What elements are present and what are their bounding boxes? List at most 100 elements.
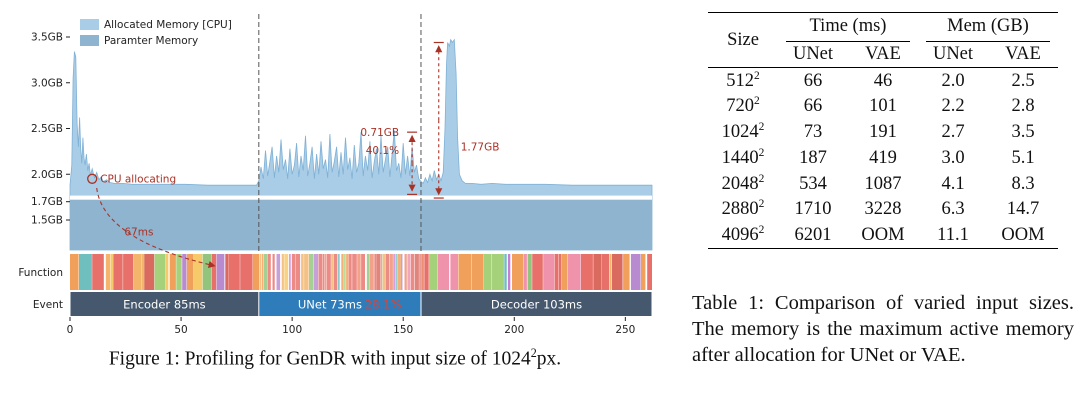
table-cell: 3.0	[941, 147, 965, 168]
function-bar	[554, 254, 558, 290]
function-bar	[374, 254, 377, 290]
y-tick-label: 3.5GB	[31, 32, 63, 44]
y-tick-label: 2.0GB	[31, 169, 63, 181]
function-bar	[341, 254, 344, 290]
function-bar	[252, 254, 260, 290]
table-cell: 419	[869, 147, 897, 168]
function-bar	[421, 254, 424, 290]
function-bar	[193, 254, 203, 290]
table-1-panel: Size Time (ms) Mem (GB) UNet VAE UNet VAE 5…	[692, 12, 1074, 408]
col-subheader: UNet	[792, 44, 834, 65]
function-bar	[471, 254, 484, 290]
cpu-allocating-marker	[87, 173, 98, 184]
event-row-label: Event	[33, 299, 63, 311]
col-subheader: UNet	[932, 44, 974, 65]
function-bar	[225, 254, 229, 290]
y-tick-label: 3.0GB	[31, 77, 63, 89]
function-bar	[393, 254, 395, 290]
table-caption: Table 1: Comparison of varied input size…	[692, 292, 1074, 367]
event-label: UNet 73ms	[298, 298, 362, 312]
function-bar	[450, 254, 458, 290]
event-label: Encoder 85ms	[123, 298, 206, 312]
function-bar	[491, 254, 504, 290]
function-bar	[110, 254, 114, 290]
y-tick-label: 2.5GB	[31, 123, 63, 135]
table-cell: 14.7	[1006, 199, 1040, 220]
function-bar	[395, 254, 397, 290]
event-segment	[421, 292, 652, 316]
comparison-table: Size Time (ms) Mem (GB) UNet VAE UNet VAE 5…	[708, 12, 1058, 250]
function-bar	[558, 254, 562, 290]
function-bar	[123, 254, 134, 290]
function-bar	[263, 254, 268, 290]
function-bar	[333, 254, 338, 290]
table-cell: 187	[799, 147, 827, 168]
table-cell: 2.7	[941, 122, 965, 143]
function-bar	[483, 254, 492, 290]
function-bar	[182, 254, 187, 290]
function-bar	[70, 254, 79, 290]
function-bar	[630, 254, 641, 290]
table-row: 20482 534 1087 4.1 8.3	[708, 171, 1058, 197]
function-bar	[324, 254, 327, 290]
function-bar	[504, 254, 507, 290]
function-bar	[612, 254, 623, 290]
table-cell: 14402	[721, 146, 765, 168]
function-bar	[424, 254, 429, 290]
function-bar	[92, 254, 104, 290]
latency-label: 67ms	[124, 227, 153, 239]
table-cell: 5.1	[1011, 147, 1035, 168]
function-bar	[318, 254, 323, 290]
function-bar	[291, 254, 296, 290]
table-row: 28802 1710 3228 6.3 14.7	[708, 197, 1058, 223]
table-cell: 2.0	[941, 70, 965, 91]
x-tick-label: 200	[504, 324, 524, 336]
function-bar	[295, 254, 301, 290]
function-bar	[144, 254, 155, 290]
table-cell: 1710	[794, 199, 832, 220]
figure-caption: Figure 1: Profiling for GenDR with input…	[2, 346, 668, 371]
function-bar	[623, 254, 630, 290]
function-bar	[543, 254, 555, 290]
table-cell: 2.2	[941, 96, 965, 117]
function-bar	[580, 254, 593, 290]
table-cell: OOM	[1001, 225, 1045, 246]
col-subheader: VAE	[865, 44, 901, 65]
function-bar	[284, 254, 289, 290]
function-bar	[289, 254, 291, 290]
function-bar	[523, 254, 527, 290]
table-row: 5122 66 46 2.0 2.5	[708, 68, 1058, 94]
function-bar	[601, 254, 609, 290]
function-bar	[240, 254, 253, 290]
table-cell: 10242	[721, 121, 765, 143]
function-bar	[593, 254, 602, 290]
function-bar	[400, 254, 403, 290]
function-bar	[376, 254, 381, 290]
table-cell: 28802	[721, 198, 765, 220]
function-bar	[309, 254, 314, 290]
function-bar	[154, 254, 166, 290]
col-subheader: VAE	[1005, 44, 1041, 65]
function-bar	[389, 254, 393, 290]
function-bar	[404, 254, 407, 290]
profiling-chart: Allocated Memory [CPU] Paramter Memory 3.5…	[18, 14, 653, 336]
function-bar	[385, 254, 389, 290]
function-bar	[561, 254, 568, 290]
table-cell: 7202	[726, 95, 760, 117]
col-group-time: Time (ms)	[778, 13, 918, 42]
function-bar	[272, 254, 275, 290]
table-cell: 66	[803, 96, 823, 117]
function-bar	[202, 254, 212, 290]
table-row: 7202 66 101 2.2 2.8	[708, 94, 1058, 120]
table-cell: 1087	[864, 173, 902, 194]
function-bar	[429, 254, 438, 290]
function-bar	[281, 254, 284, 290]
unet-percent-label: 40.1%	[366, 145, 399, 157]
function-bar	[410, 254, 415, 290]
function-bar	[322, 254, 325, 290]
table-cell: 73	[803, 122, 823, 143]
table-cell: 534	[799, 173, 827, 194]
event-segment	[70, 292, 259, 316]
table-body: 5122 66 46 2.0 2.5 7202 66 101 2.2 2.8 10242 73 191 2…	[708, 68, 1058, 249]
